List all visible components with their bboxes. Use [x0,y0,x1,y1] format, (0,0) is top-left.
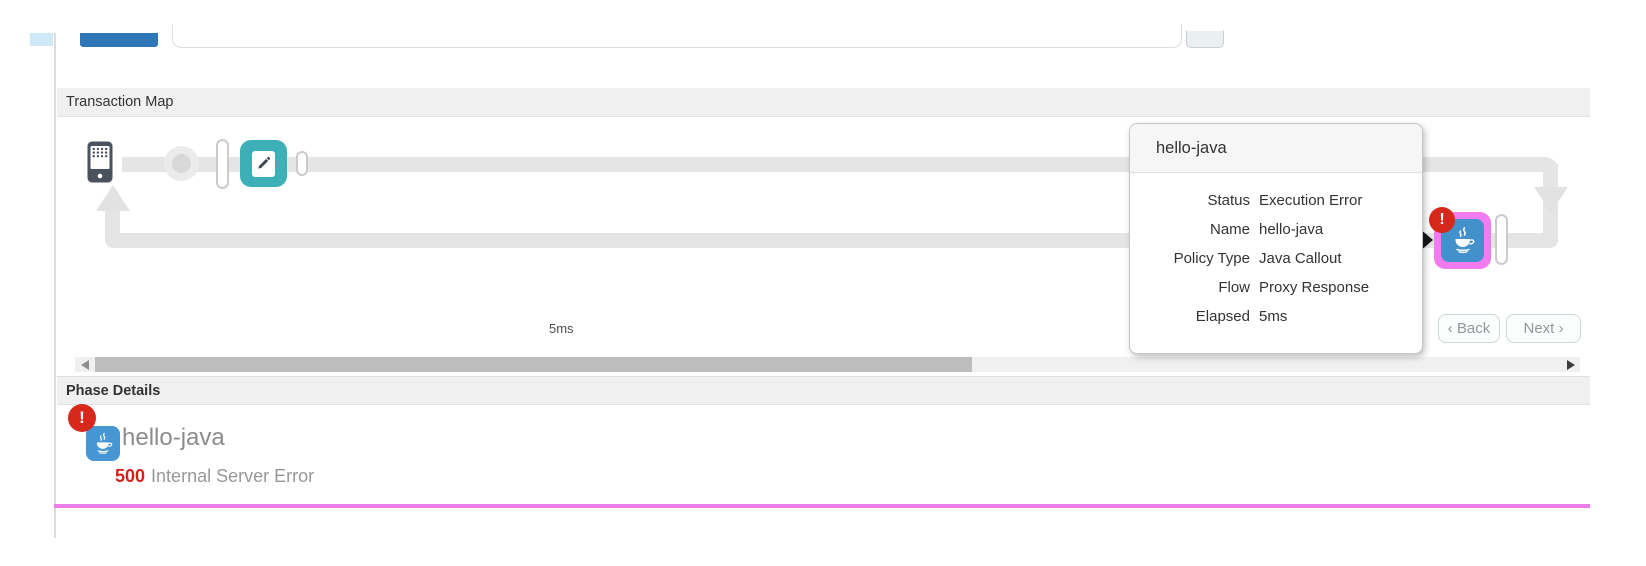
tooltip-pointer-icon [1420,229,1433,251]
map-scrollbar-thumb[interactable] [95,357,972,372]
java-icon [86,426,120,461]
flow-segment-pill[interactable] [1495,214,1508,265]
exclamation-badge-icon: ! [1429,207,1455,233]
panel-left-border [54,33,56,538]
status-code: 500 [115,466,146,486]
phase-details-title: Phase Details [66,383,161,399]
phase-details-header: Phase Details [57,376,1590,405]
send-button[interactable] [80,33,158,47]
phase-status-line: 500 Internal Server Error [115,466,314,487]
toolbar-secondary-button[interactable] [1186,30,1224,48]
scroll-left-icon[interactable] [81,360,89,370]
flow-step-circle-inner [172,154,191,173]
pencil-icon [258,156,271,169]
scroll-right-icon[interactable] [1567,360,1575,370]
flow-step-circle[interactable] [164,146,199,181]
policy-tooltip: hello-java Status Execution Error Name h… [1129,123,1423,354]
flow-segment-pill[interactable] [216,139,229,189]
next-button[interactable]: Next › [1506,314,1581,343]
tooltip-row-name: Name hello-java [1209,221,1324,238]
tooltip-row-policy-type: Policy Type Java Callout [1173,250,1342,267]
tooltip-row-flow: Flow Proxy Response [1218,279,1370,296]
back-button[interactable]: ‹ Back [1438,314,1500,343]
top-left-fragment [30,33,53,46]
client-phone-icon [87,141,113,183]
arrow-down-icon [1534,187,1568,213]
request-url-input[interactable] [172,24,1182,48]
flow-turn-left [105,211,120,239]
status-text: Internal Server Error [151,466,315,486]
policy-node-assign-message[interactable] [240,140,287,187]
arrow-up-icon [96,185,130,211]
tooltip-row-status: Status Execution Error [1207,192,1363,209]
phase-underline [54,504,1590,508]
elapsed-time-label: 5ms [549,321,574,336]
tooltip-title: hello-java [1130,124,1422,173]
flow-segment-pill[interactable] [296,151,308,176]
policy-node-card [252,150,275,177]
phase-policy-name: hello-java [122,424,225,451]
tooltip-body: Status Execution Error Name hello-java P… [1130,173,1422,331]
transaction-map-title: Transaction Map [66,94,174,110]
exclamation-badge-icon: ! [68,404,96,432]
tooltip-row-elapsed: Elapsed 5ms [1195,308,1288,325]
transaction-map-header: Transaction Map [57,88,1590,117]
